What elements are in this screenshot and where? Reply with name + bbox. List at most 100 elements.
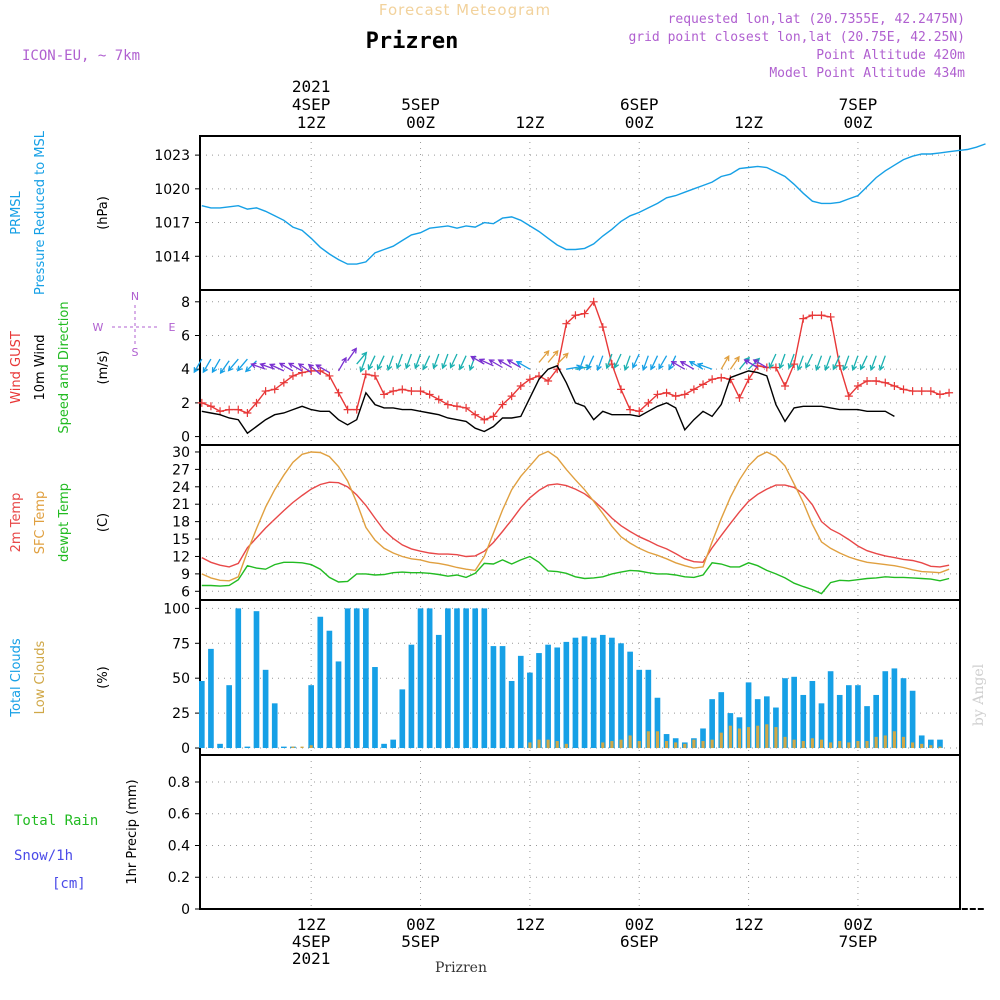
time-label-bottom: 12Z: [734, 915, 763, 934]
gust-marker: [370, 371, 379, 380]
total-cloud-bar: [253, 611, 260, 749]
gust-marker: [434, 395, 443, 404]
y-tick-label: 75: [172, 636, 190, 652]
total-cloud-bar: [545, 644, 551, 749]
total-cloud-bar: [326, 630, 333, 749]
y-tick-label: 6: [181, 328, 190, 344]
low-cloud-bar: [792, 739, 796, 749]
y-tick-label: 1014: [154, 249, 190, 265]
time-label-top: 12Z: [297, 113, 326, 132]
low-cloud-bar: [619, 739, 623, 749]
panel-ylabel: Wind GUST: [9, 331, 24, 404]
gust-marker: [808, 311, 817, 320]
panel-ylabel: 1hr Precip (mm): [125, 779, 140, 884]
credit-watermark: by Angel: [971, 663, 987, 726]
total-cloud-bar: [791, 676, 797, 749]
gust-marker: [352, 405, 361, 414]
wind-direction-arrow: [287, 362, 303, 372]
panel-ylabel: Low Clouds: [33, 640, 48, 714]
low-cloud-bar: [765, 724, 769, 749]
low-cloud-bar: [701, 741, 705, 749]
gust-marker: [325, 371, 334, 380]
wind-direction-arrow: [869, 355, 877, 372]
total-cloud-bar: [235, 608, 242, 749]
low-cloud-bar: [856, 741, 860, 749]
panel-ylabel: Pressure Reduced to MSL: [33, 130, 48, 295]
low-cloud-bar: [610, 741, 614, 749]
total-cloud-bar: [928, 739, 934, 749]
gust-marker: [261, 387, 270, 396]
time-label-top: 00Z: [406, 113, 435, 132]
panel-unit: (hPa): [96, 196, 111, 230]
requested-coords: requested lon,lat (20.7355E, 42.2475N): [668, 12, 965, 27]
panel-4: 0 25 50 75 100 Total Clouds Low Clouds (%): [9, 599, 961, 757]
wind-direction-arrow: [250, 362, 266, 370]
time-label-top: 5SEP: [401, 95, 440, 114]
total-cloud-bar: [900, 678, 907, 749]
wind-direction-arrow: [202, 358, 212, 374]
wind-direction-arrow: [605, 353, 613, 370]
location-title: Prizren: [366, 29, 459, 54]
total-cloud-bar: [818, 703, 825, 749]
series-dewpt-temp: [201, 555, 950, 595]
y-tick-label: 12: [172, 549, 190, 565]
gust-marker: [498, 400, 507, 409]
total-cloud-bar: [918, 735, 925, 749]
time-label-bottom: 00Z: [625, 915, 654, 934]
low-cloud-bar: [829, 742, 833, 749]
gust-marker: [544, 376, 553, 385]
panel-ylabel: Total Clouds: [9, 638, 24, 718]
low-cloud-bar: [528, 742, 532, 749]
total-cloud-bar: [873, 694, 879, 749]
y-tick-label: 1023: [154, 148, 190, 164]
low-cloud-bar: [892, 731, 896, 749]
panel-ylabel: 10m Wind: [33, 334, 48, 400]
low-cloud-bar: [564, 743, 568, 749]
gust-marker: [863, 376, 872, 385]
precip-legend-label: Snow/1h: [14, 848, 73, 864]
time-label-top: 7SEP: [839, 95, 878, 114]
low-cloud-bar: [938, 746, 942, 749]
gust-marker: [926, 387, 935, 396]
low-cloud-bar: [692, 739, 696, 749]
total-cloud-bar: [244, 746, 251, 749]
panel-ylabel: 2m Temp: [9, 493, 24, 553]
total-cloud-bar: [372, 667, 378, 749]
total-cloud-bar: [581, 636, 588, 749]
y-tick-label: 18: [172, 515, 190, 531]
low-cloud-bar: [774, 727, 778, 749]
low-cloud-bar: [920, 743, 924, 749]
panel-unit: (%): [96, 666, 111, 689]
time-label-top: 6SEP: [620, 95, 659, 114]
low-cloud-bar: [728, 725, 732, 749]
grid-point-coords: grid point closest lon,lat (20.75E, 42.2…: [628, 30, 965, 45]
total-cloud-bar: [709, 699, 715, 749]
gust-marker: [744, 375, 753, 384]
low-cloud-bar: [555, 741, 559, 749]
wind-direction-arrow: [278, 362, 294, 372]
wind-direction-arrow: [796, 355, 804, 372]
series-2m-temp: [201, 481, 950, 568]
total-cloud-bar: [208, 648, 214, 749]
total-cloud-bar: [445, 608, 451, 749]
gust-marker: [288, 371, 297, 380]
series-sfc-temp: [201, 450, 950, 582]
panel-1: 1014 1017 1020 1023 PRMSL Pressure Reduced to…: [9, 130, 986, 295]
total-cloud-bar: [827, 671, 834, 749]
y-tick-label: 100: [163, 601, 190, 617]
gust-marker: [407, 387, 416, 396]
precip-legend-label: [cm]: [52, 876, 86, 892]
low-cloud-bar: [929, 745, 933, 749]
wind-direction-arrow: [227, 358, 239, 372]
wind-direction-arrow: [613, 353, 622, 369]
gust-marker: [598, 323, 607, 332]
wind-direction-arrow: [851, 355, 859, 372]
gust-marker: [781, 382, 790, 391]
wind-direction-arrow: [778, 353, 786, 370]
wind-direction-arrow: [631, 353, 640, 369]
time-label-bottom: 7SEP: [839, 932, 878, 951]
total-cloud-bar: [426, 608, 433, 749]
time-label-top: 2021: [292, 77, 331, 96]
wind-direction-arrow: [547, 349, 559, 363]
total-cloud-bar: [353, 608, 360, 749]
